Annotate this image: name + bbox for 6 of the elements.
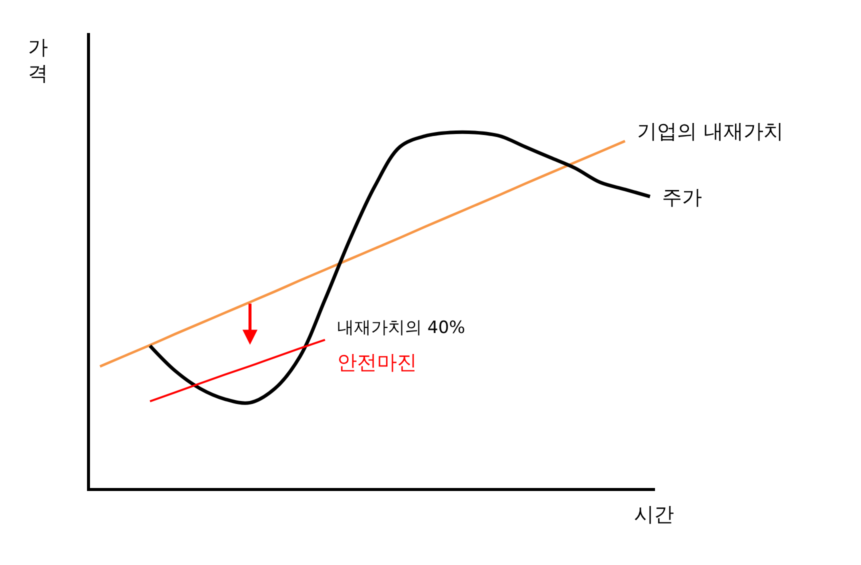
x-axis-title: 시간 — [634, 502, 674, 526]
series-label: 기업의 내재가치 — [637, 119, 784, 143]
series-label: 주가 — [662, 185, 702, 209]
y-axis-title: 가격 — [28, 35, 48, 85]
annotation: 안전마진 — [337, 350, 417, 374]
series-label: 내재가치의 40% — [337, 318, 466, 338]
